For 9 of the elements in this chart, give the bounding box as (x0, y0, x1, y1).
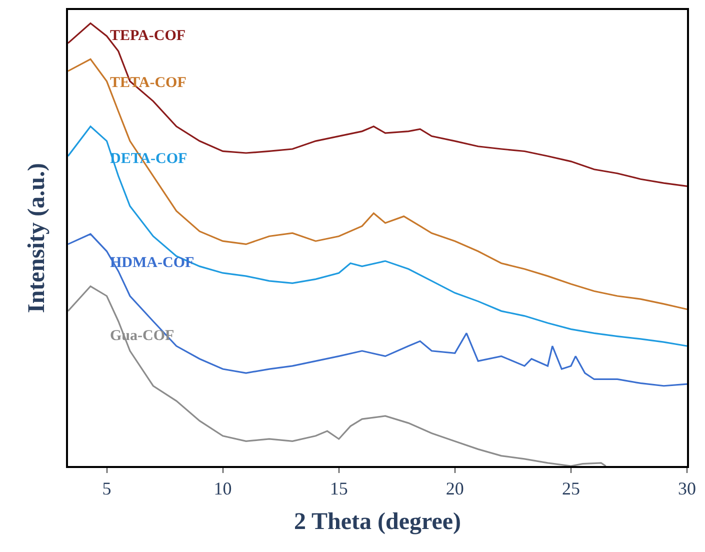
x-tick-label: 30 (678, 478, 696, 498)
x-axis-title: 2 Theta (degree) (294, 509, 462, 536)
series-label: TEPA-COF (110, 28, 186, 44)
y-axis-title: Intensity (a.u.) (24, 162, 50, 314)
x-tick-label: 5 (102, 478, 112, 498)
x-tick-label: 25 (562, 478, 580, 498)
x-tick-label: 20 (446, 478, 464, 498)
x-tick-label: 15 (330, 478, 348, 498)
x-tick-label: 10 (214, 478, 232, 498)
